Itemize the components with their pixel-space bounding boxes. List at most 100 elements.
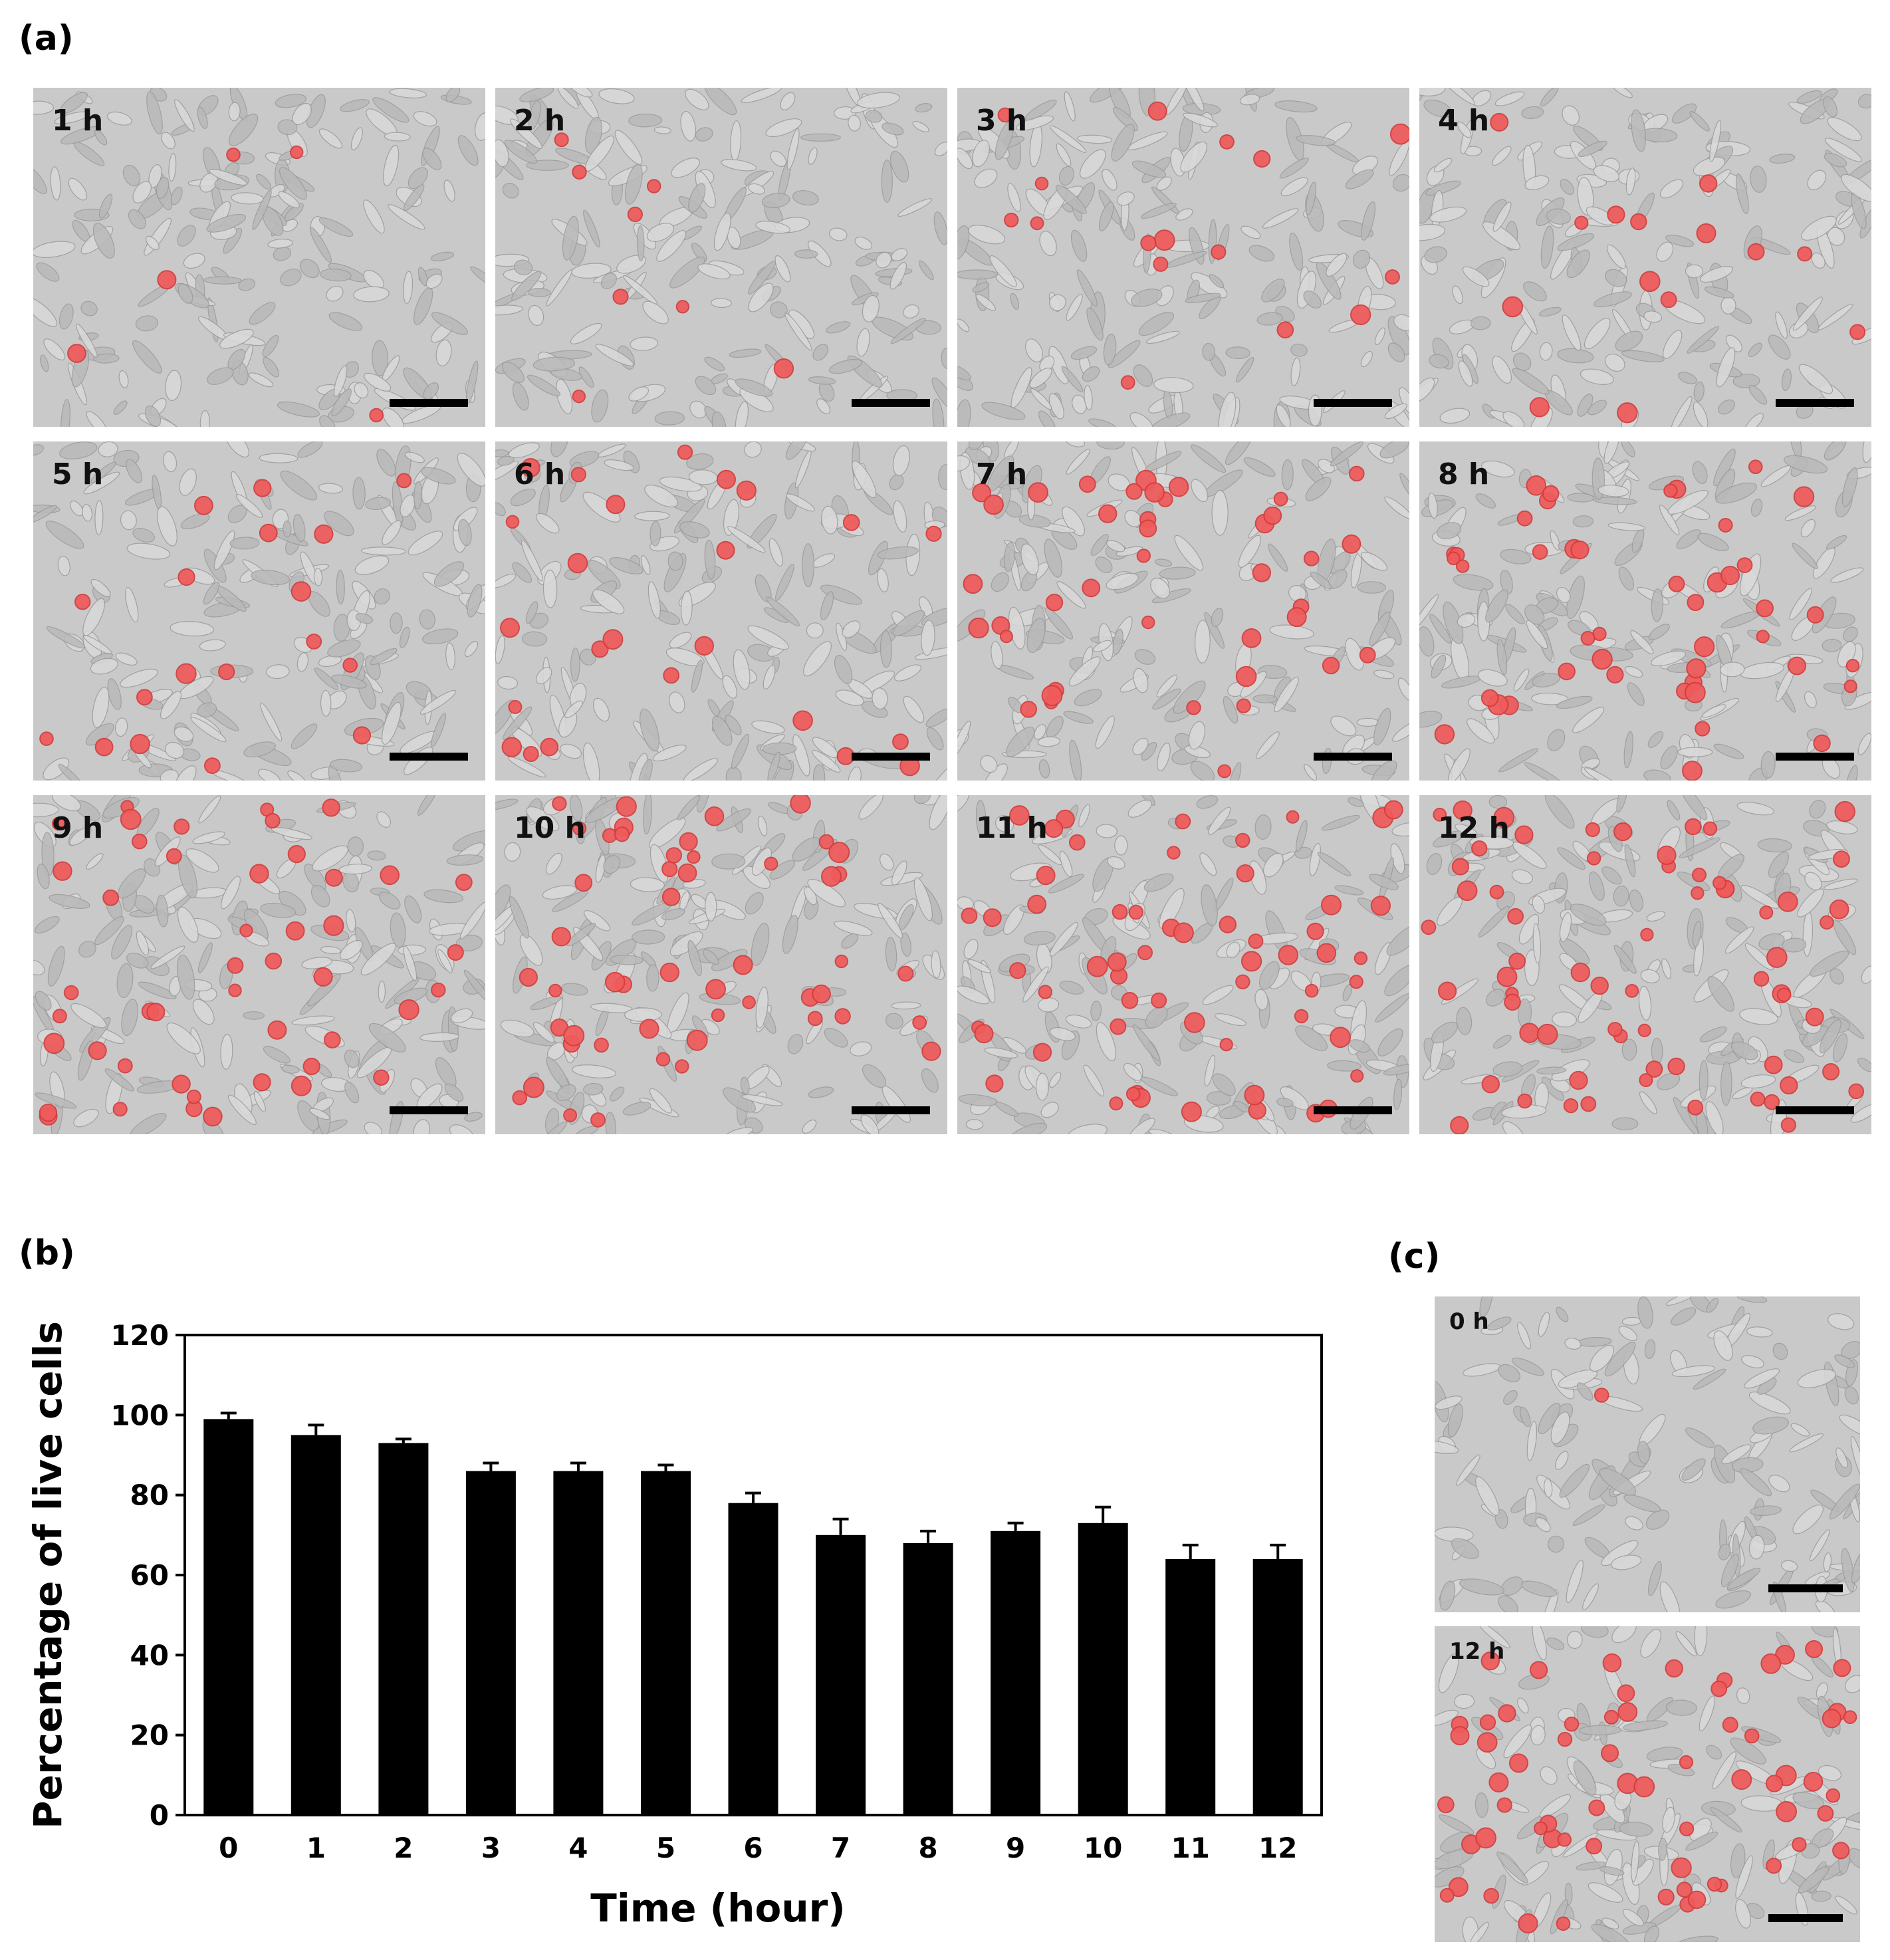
dead-cell	[1303, 551, 1320, 566]
dead-cell	[773, 358, 794, 379]
dead-cell	[606, 495, 626, 515]
panel-label-a: (a)	[19, 19, 74, 59]
dead-cell	[661, 888, 681, 906]
dead-cell	[677, 863, 697, 883]
bar	[1078, 1523, 1128, 1815]
x-tick-label: 12	[1258, 1832, 1297, 1864]
dead-cell	[1121, 992, 1139, 1009]
dead-cell	[1803, 1772, 1824, 1792]
x-tick-label: 11	[1171, 1832, 1209, 1864]
dead-cell	[1450, 1116, 1469, 1134]
dead-cell	[43, 1033, 65, 1054]
bar	[553, 1471, 604, 1815]
dead-cell	[1765, 1775, 1784, 1792]
dead-cell	[1679, 1755, 1694, 1770]
dead-cell	[997, 107, 1013, 123]
scale-bar	[852, 753, 930, 761]
dead-cell	[176, 663, 197, 684]
dead-cell	[711, 1008, 725, 1023]
dead-cell	[1720, 566, 1740, 586]
dead-cell	[1109, 1096, 1123, 1111]
dead-cell	[1687, 1099, 1704, 1116]
dead-cell	[705, 979, 727, 1000]
dead-cell	[1434, 724, 1455, 745]
x-tick-label: 4	[568, 1832, 588, 1864]
y-tick-label: 60	[130, 1559, 169, 1592]
dead-cell	[1273, 491, 1288, 507]
dead-cell	[287, 845, 306, 864]
dead-cell	[1252, 563, 1271, 582]
dead-cell	[1793, 486, 1815, 507]
dead-cell	[572, 821, 587, 836]
micrograph-panel: 9 h	[33, 795, 485, 1134]
dead-cell	[1805, 1007, 1824, 1027]
dead-cell	[1041, 685, 1063, 707]
dead-cell	[677, 444, 693, 460]
dead-cell	[912, 1015, 927, 1030]
dead-cell	[1437, 981, 1457, 1001]
micrograph-panel: 4 h	[1419, 88, 1871, 427]
micrograph-panel: 2 h	[495, 88, 947, 427]
micrograph-cells	[495, 88, 947, 427]
dead-cell	[1350, 304, 1371, 326]
micrograph-panel: 6 h	[495, 441, 947, 781]
dead-cell	[1383, 800, 1403, 820]
dead-cell	[1822, 1709, 1841, 1729]
micrograph-panel: 8 h	[1419, 441, 1871, 781]
dead-cell	[1498, 1704, 1516, 1723]
dead-cell	[1496, 966, 1518, 987]
dead-cell	[1316, 943, 1337, 963]
dead-cell	[1574, 215, 1589, 230]
dead-cell	[552, 796, 567, 811]
dead-cell	[218, 663, 235, 681]
dead-cell	[1509, 1753, 1528, 1773]
dead-cell	[51, 816, 66, 831]
dead-cell	[94, 737, 114, 757]
dead-cell	[999, 630, 1013, 644]
dead-cell	[612, 289, 629, 305]
dead-cell	[1722, 1717, 1738, 1733]
dead-cell	[716, 541, 735, 560]
dead-cell	[342, 658, 358, 673]
dead-cell	[1764, 1055, 1783, 1074]
dead-cell	[1447, 551, 1461, 566]
dead-cell	[500, 618, 520, 638]
dead-cell	[1557, 1731, 1573, 1747]
y-tick-label: 100	[110, 1399, 169, 1431]
dead-cell	[177, 568, 195, 586]
dead-cell	[1517, 1093, 1532, 1109]
time-label: 5 h	[52, 457, 104, 491]
dead-cell	[1518, 1913, 1538, 1934]
dead-cell	[1843, 1710, 1857, 1724]
dead-cell	[1633, 1776, 1655, 1798]
dead-cell	[102, 889, 119, 906]
dead-cell	[1450, 1726, 1470, 1746]
dead-cell	[1009, 805, 1030, 826]
dead-cell	[1711, 1680, 1728, 1697]
dead-cell	[1736, 557, 1753, 574]
dead-cell	[1760, 1653, 1782, 1674]
dead-cell	[1829, 899, 1849, 919]
dead-cell	[1349, 465, 1365, 482]
dead-cell	[1692, 868, 1707, 882]
dead-cell	[1557, 1832, 1572, 1847]
dead-cell	[227, 957, 244, 974]
dead-cell	[1625, 984, 1639, 998]
dead-cell	[1508, 952, 1526, 970]
y-tick-label: 80	[130, 1479, 169, 1512]
dead-cell	[146, 1003, 166, 1022]
dead-cell	[1780, 1117, 1796, 1133]
dead-cell	[1032, 1042, 1052, 1062]
y-tick-label: 20	[130, 1719, 169, 1752]
dead-cell	[1586, 1838, 1603, 1855]
dead-cell	[1235, 974, 1250, 989]
scale-bar	[1768, 1584, 1843, 1592]
dead-cell	[1833, 850, 1850, 868]
dead-cell	[1490, 112, 1509, 132]
dead-cell	[324, 868, 343, 887]
dead-cell	[968, 617, 989, 639]
dead-cell	[1713, 876, 1727, 890]
dead-cell	[1489, 884, 1504, 900]
dead-cell	[1744, 1728, 1760, 1744]
dead-cell	[1030, 216, 1044, 231]
